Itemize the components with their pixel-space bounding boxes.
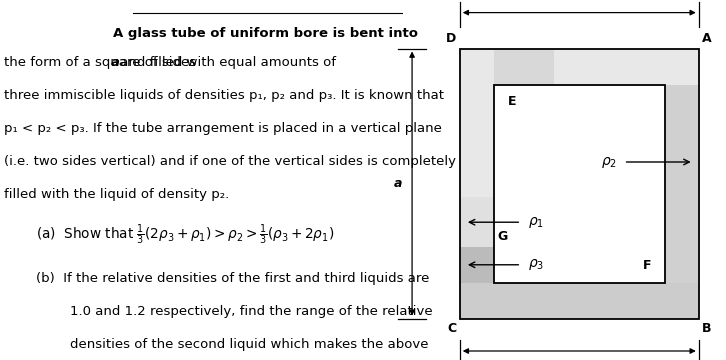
- Text: three immiscible liquids of densities p₁, p₂ and p₃. It is known that: three immiscible liquids of densities p₁…: [4, 89, 444, 102]
- Text: G: G: [497, 230, 507, 243]
- Text: $\rho_1$: $\rho_1$: [528, 215, 544, 230]
- Text: (i.e. two sides vertical) and if one of the vertical sides is completely: (i.e. two sides vertical) and if one of …: [4, 155, 456, 168]
- Bar: [494, 49, 554, 85]
- Text: D: D: [446, 32, 457, 45]
- Text: (a)  Show that $\frac{1}{3}(2\rho_3 + \rho_1) > \rho_2 > \frac{1}{3}(\rho_3 + 2\: (a) Show that $\frac{1}{3}(2\rho_3 + \rh…: [36, 223, 335, 247]
- Text: and filled with equal amounts of: and filled with equal amounts of: [115, 56, 335, 69]
- Bar: [460, 49, 698, 85]
- Text: C: C: [447, 322, 457, 335]
- Bar: [664, 85, 698, 283]
- Text: B: B: [702, 322, 711, 335]
- Text: F: F: [643, 259, 651, 272]
- Bar: [494, 85, 664, 283]
- Text: E: E: [507, 95, 516, 108]
- Text: densities of the second liquid which makes the above: densities of the second liquid which mak…: [36, 338, 429, 351]
- Bar: [494, 85, 664, 283]
- Text: $\rho_3$: $\rho_3$: [528, 257, 544, 272]
- Text: p₁ < p₂ < p₃. If the tube arrangement is placed in a vertical plane: p₁ < p₂ < p₃. If the tube arrangement is…: [4, 122, 442, 135]
- Text: A glass tube of uniform bore is bent into: A glass tube of uniform bore is bent int…: [113, 27, 418, 40]
- Bar: [460, 247, 494, 283]
- Bar: [460, 49, 698, 319]
- Bar: [460, 283, 698, 319]
- Text: 1.0 and 1.2 respectively, find the range of the relative: 1.0 and 1.2 respectively, find the range…: [36, 305, 433, 318]
- Text: filled with the liquid of density p₂.: filled with the liquid of density p₂.: [4, 188, 229, 201]
- Text: the form of a square of sides: the form of a square of sides: [4, 56, 200, 69]
- Bar: [460, 85, 494, 283]
- Text: $\rho_2$: $\rho_2$: [601, 154, 617, 170]
- Bar: [460, 197, 494, 247]
- Text: a: a: [393, 177, 402, 190]
- Text: (b)  If the relative densities of the first and third liquids are: (b) If the relative densities of the fir…: [36, 272, 430, 285]
- Text: A: A: [702, 32, 711, 45]
- Text: a: a: [110, 56, 119, 69]
